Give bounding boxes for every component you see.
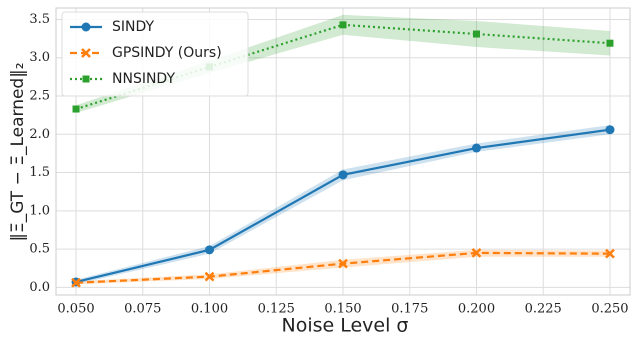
y-tick-label: 2.5	[29, 89, 50, 104]
x-tick-label: 0.100	[191, 302, 228, 317]
y-tick-label: 1.5	[29, 165, 50, 180]
legend-marker	[81, 48, 91, 58]
marker	[72, 105, 80, 113]
legend-marker	[82, 75, 90, 83]
y-tick-label: 2.0	[29, 127, 50, 142]
marker	[205, 245, 215, 255]
x-tick-label: 0.075	[124, 302, 161, 317]
x-tick-label: 0.150	[324, 302, 361, 317]
x-tick-label: 0.175	[391, 302, 428, 317]
x-tick-label: 0.225	[525, 302, 562, 317]
marker	[338, 258, 348, 269]
marker	[605, 125, 615, 135]
marker	[471, 143, 481, 153]
legend-marker	[81, 22, 91, 32]
legend-label: SINDY	[112, 19, 155, 35]
x-axis-label: Noise Level σ	[282, 315, 409, 337]
x-tick-label: 0.250	[591, 302, 628, 317]
marker	[71, 277, 81, 288]
legend-label: GPSINDY (Ours)	[112, 45, 222, 61]
marker	[472, 30, 480, 38]
marker	[338, 170, 348, 180]
marker	[204, 271, 215, 282]
y-tick-label: 0.0	[29, 280, 50, 295]
confidence-band	[76, 14, 610, 113]
x-tick-label: 0.125	[258, 302, 295, 317]
y-axis-label: ‖Ξ_GT − Ξ_Learned‖₂	[8, 62, 28, 241]
marker	[606, 39, 614, 47]
marker	[471, 248, 482, 258]
y-tick-label: 3.5	[29, 12, 50, 27]
y-tick-label: 0.5	[29, 242, 50, 257]
legend-box	[61, 11, 249, 97]
y-tick-label: 3.0	[29, 50, 50, 65]
x-tick-label: 0.200	[458, 302, 495, 317]
marker	[605, 248, 615, 259]
legend-label: NNSINDY	[112, 71, 175, 87]
y-tick-label: 1.0	[29, 203, 50, 218]
plot-frame	[55, 7, 631, 296]
x-tick-label: 0.050	[57, 302, 94, 317]
marker	[339, 21, 347, 29]
